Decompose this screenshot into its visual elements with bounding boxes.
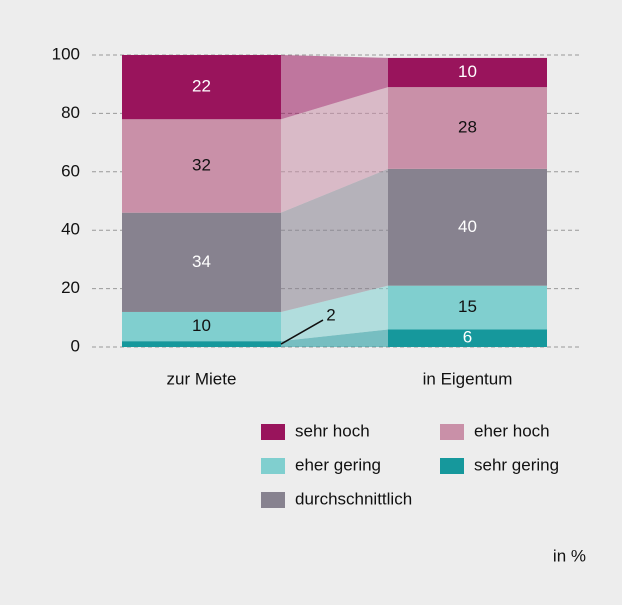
leader-line [280,319,324,345]
data-label: 2 [326,306,335,325]
bar-segment [388,57,547,88]
data-label: 22 [192,77,211,96]
legend-swatch [261,424,285,440]
bar-segment [122,119,281,213]
connector-band [281,168,388,312]
data-label: 40 [458,217,477,236]
unit-label: in % [553,546,586,565]
data-label: 34 [192,252,211,271]
bar-segment [388,329,547,347]
y-tick-label: 60 [61,161,80,180]
legend-swatch [261,458,285,474]
bar-segment [388,87,547,169]
bar-segment [122,341,281,347]
legend-label: durchschnittlich [295,489,412,508]
legend-swatch [440,424,464,440]
y-tick-label: 40 [61,220,80,239]
y-tick-label: 0 [71,336,80,355]
data-label: 10 [192,316,211,335]
data-label: 15 [458,297,477,316]
bar-segment [122,311,281,342]
legend-swatch [261,492,285,508]
bar-segment [388,285,547,330]
legend-label: eher hoch [474,421,550,440]
legend-label: sehr hoch [295,421,370,440]
data-label: 28 [458,117,477,136]
legend-swatch [440,458,464,474]
y-tick-label: 20 [61,278,80,297]
legend-label: sehr gering [474,455,559,474]
data-label: 10 [458,62,477,81]
data-label: 6 [463,328,472,347]
connector-band [281,285,388,342]
x-tick-label: zur Miete [167,369,237,388]
data-label: 32 [192,155,211,174]
y-tick-label: 80 [61,103,80,122]
connector-band [281,55,388,120]
bar-segment [122,55,281,120]
legend-label: eher gering [295,455,381,474]
y-tick-label: 100 [52,44,80,63]
connector-band [281,87,388,213]
bar-segment [388,168,547,286]
bar-segment [122,212,281,312]
x-tick-label: in Eigentum [423,369,513,388]
connector-band [281,329,388,347]
